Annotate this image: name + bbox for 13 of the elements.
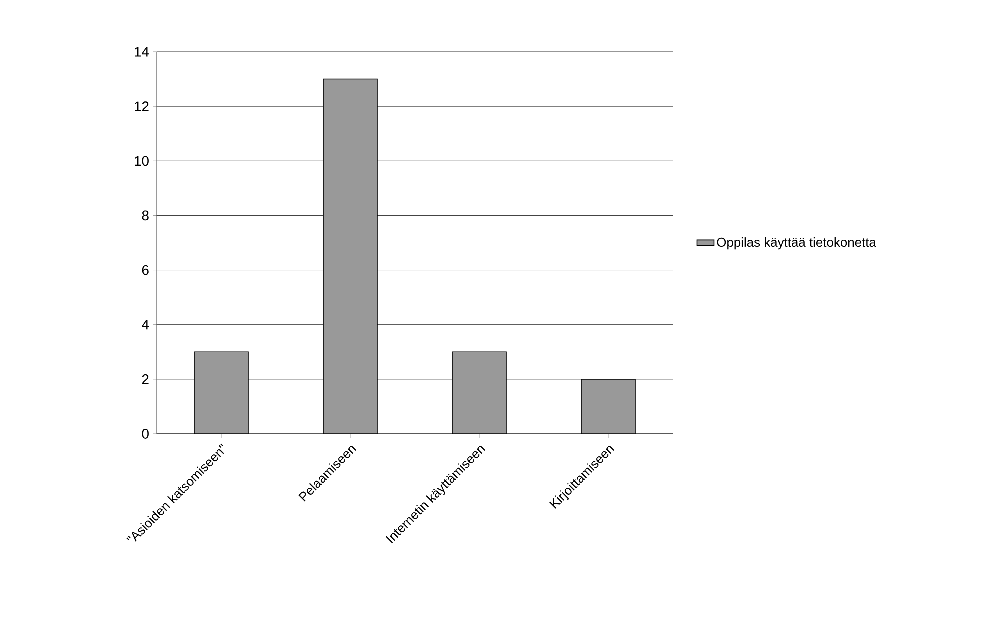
bar [194, 352, 249, 434]
bar [452, 352, 507, 434]
y-tick-label: 4 [142, 320, 150, 330]
y-tick-label: 10 [135, 156, 149, 166]
bar [581, 379, 636, 434]
y-tick-label: 14 [135, 47, 150, 57]
y-tick-label: 0 [142, 429, 149, 439]
legend-label: Oppilas käyttää tietokonetta [717, 238, 876, 250]
bar [323, 78, 378, 434]
y-tick-label: 2 [142, 374, 149, 384]
y-tick-label: 8 [142, 210, 149, 221]
y-tick-label: 12 [135, 102, 149, 112]
y-tick-label: 6 [142, 265, 149, 276]
